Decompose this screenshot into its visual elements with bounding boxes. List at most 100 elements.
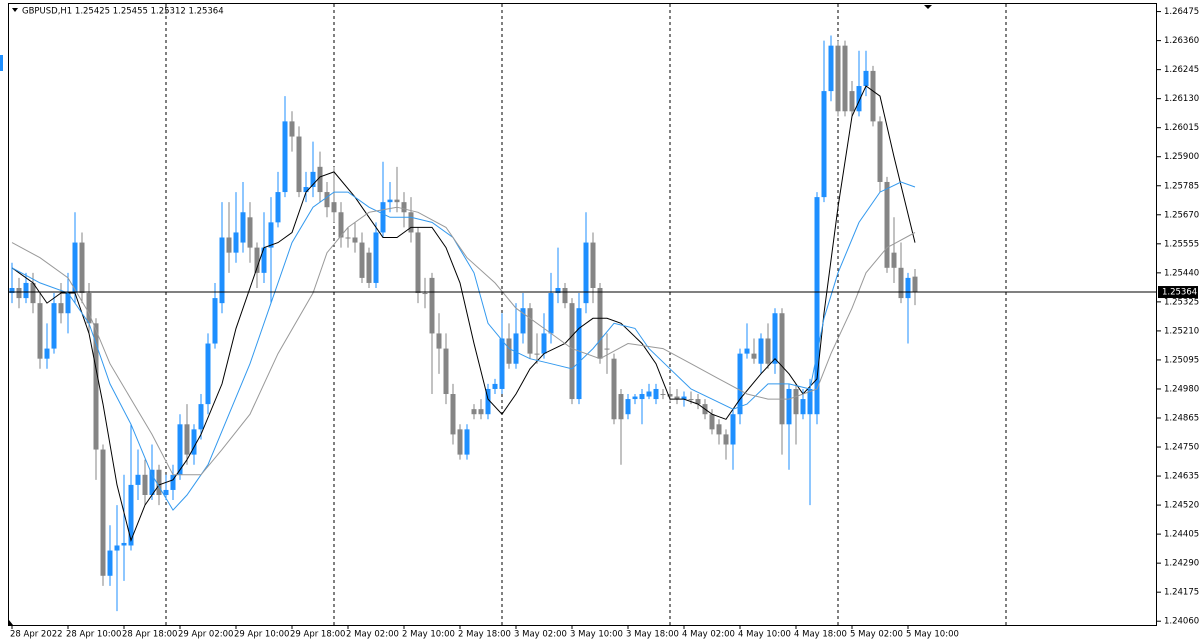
candle-body bbox=[86, 293, 92, 324]
candle-body bbox=[779, 313, 785, 425]
y-tick-label: 1.26130 bbox=[1164, 94, 1199, 104]
y-tick-label: 1.24290 bbox=[1164, 559, 1199, 569]
y-tick-label: 1.26245 bbox=[1164, 65, 1199, 75]
candle-body bbox=[548, 293, 554, 334]
chart-title: GBPUSD,H1 1.25425 1.25455 1.25312 1.2536… bbox=[22, 7, 224, 17]
y-tick-label: 1.25785 bbox=[1164, 181, 1199, 191]
candle-body bbox=[758, 338, 764, 364]
candle-body bbox=[191, 429, 197, 455]
candle-body bbox=[366, 252, 372, 283]
candle-body bbox=[114, 545, 120, 551]
candle-body bbox=[842, 45, 848, 112]
candle-body bbox=[324, 192, 330, 208]
dropdown-arrow[interactable] bbox=[12, 8, 18, 12]
candle-body bbox=[590, 242, 596, 288]
x-tick-label: 5 May 10:00 bbox=[906, 630, 959, 640]
candle-body bbox=[520, 308, 526, 334]
candle-body bbox=[828, 45, 834, 92]
candle-body bbox=[681, 396, 687, 400]
candle-body bbox=[156, 469, 162, 495]
candle-body bbox=[261, 247, 267, 273]
candle-body bbox=[499, 338, 505, 389]
candle-body bbox=[800, 399, 806, 415]
x-tick-label: 4 May 10:00 bbox=[738, 630, 791, 640]
candle-body bbox=[814, 197, 820, 415]
y-tick-label: 1.25325 bbox=[1164, 297, 1199, 307]
candle-body bbox=[457, 429, 463, 455]
x-tick-label: 3 May 18:00 bbox=[626, 630, 679, 640]
moving-average bbox=[11, 181, 916, 511]
y-tick-label: 1.26475 bbox=[1164, 7, 1199, 17]
candle-body bbox=[107, 550, 113, 576]
y-tick-label: 1.24175 bbox=[1164, 588, 1199, 598]
candle-body bbox=[254, 247, 260, 273]
y-tick-label: 1.24750 bbox=[1164, 443, 1199, 453]
candle-body bbox=[891, 252, 897, 268]
candle-body bbox=[184, 424, 190, 455]
candle-body bbox=[163, 489, 169, 495]
candle-body bbox=[79, 242, 85, 294]
candle-body bbox=[9, 287, 15, 294]
x-tick-label: 29 Apr 10:00 bbox=[234, 630, 289, 640]
candle-body bbox=[555, 287, 561, 294]
y-tick-label: 1.26015 bbox=[1164, 123, 1199, 133]
candle-body bbox=[23, 282, 29, 299]
y-tick-label: 1.25670 bbox=[1164, 210, 1199, 220]
candle-body bbox=[688, 399, 694, 401]
x-tick-label: 3 May 10:00 bbox=[570, 630, 623, 640]
x-tick-label: 2 May 18:00 bbox=[458, 630, 511, 640]
y-tick-label: 1.24405 bbox=[1164, 530, 1199, 540]
candle-body bbox=[667, 394, 673, 397]
candle-body bbox=[765, 338, 771, 364]
candle-body bbox=[100, 449, 106, 576]
candle-body bbox=[604, 348, 610, 350]
y-tick-label: 1.26360 bbox=[1164, 36, 1199, 46]
candle-body bbox=[695, 399, 701, 405]
candle-body bbox=[562, 287, 568, 304]
candle-body bbox=[128, 484, 134, 546]
candle-body bbox=[429, 277, 435, 334]
candle-body bbox=[730, 414, 736, 445]
candle-body bbox=[44, 348, 50, 359]
candle-body bbox=[471, 409, 477, 415]
x-tick-label: 29 Apr 02:00 bbox=[178, 630, 233, 640]
candle-body bbox=[149, 469, 155, 495]
candle-body bbox=[233, 232, 239, 253]
candle-body bbox=[72, 242, 78, 294]
y-tick-label: 1.24520 bbox=[1164, 501, 1199, 511]
y-tick-label: 1.25095 bbox=[1164, 355, 1199, 365]
candle-body bbox=[835, 45, 841, 112]
last-price-box bbox=[1158, 286, 1198, 299]
plot-frame bbox=[8, 3, 1157, 626]
candle-body bbox=[450, 394, 456, 435]
candle-body bbox=[527, 308, 533, 354]
x-tick-label: 28 Apr 10:00 bbox=[66, 630, 121, 640]
candle-body bbox=[352, 237, 358, 243]
candle-body bbox=[142, 474, 148, 495]
candle-body bbox=[513, 333, 519, 364]
candle-body bbox=[632, 396, 638, 400]
corner-marker bbox=[9, 620, 13, 625]
y-tick-label: 1.24635 bbox=[1164, 472, 1199, 482]
candle-body bbox=[716, 424, 722, 435]
candle-body bbox=[485, 388, 491, 415]
candle-body bbox=[345, 237, 351, 239]
candle-body bbox=[205, 343, 211, 405]
candle-body bbox=[415, 232, 421, 294]
candle-body bbox=[219, 237, 225, 304]
candle-body bbox=[737, 353, 743, 415]
candle-body bbox=[93, 323, 99, 450]
x-tick-label: 4 May 02:00 bbox=[682, 630, 735, 640]
candle-body bbox=[611, 358, 617, 420]
candle-body bbox=[464, 429, 470, 455]
candle-body bbox=[849, 91, 855, 112]
candle-body bbox=[443, 348, 449, 395]
candle-body bbox=[639, 394, 645, 400]
candle-body bbox=[401, 202, 407, 213]
candle-body bbox=[898, 267, 904, 299]
candle-body bbox=[884, 181, 890, 268]
candle-body bbox=[289, 121, 295, 137]
candle-body bbox=[793, 388, 799, 415]
candle-body bbox=[772, 313, 778, 364]
